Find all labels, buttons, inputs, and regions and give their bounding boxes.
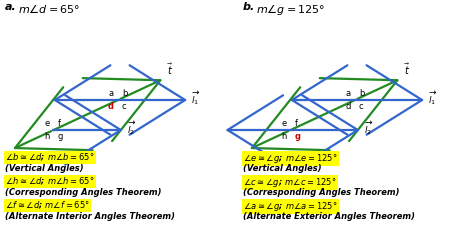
Text: c: c	[122, 102, 127, 111]
Text: a: a	[346, 89, 351, 98]
Text: $\angle h \cong \angle d$; $m\angle h = 65°$: $\angle h \cong \angle d$; $m\angle h = …	[5, 176, 94, 187]
Text: a.: a.	[5, 2, 17, 12]
Text: $\vec{t}$: $\vec{t}$	[167, 62, 173, 77]
Text: f: f	[58, 119, 61, 128]
Text: $\vec{t}$: $\vec{t}$	[404, 62, 410, 77]
Text: h: h	[44, 132, 50, 141]
Text: b.: b.	[243, 2, 255, 12]
Text: (Vertical Angles): (Vertical Angles)	[5, 164, 83, 173]
Text: $\angle b \cong \angle d$; $m\angle b = 65°$: $\angle b \cong \angle d$; $m\angle b = …	[5, 152, 94, 163]
Text: $\overrightarrow{l_2}$: $\overrightarrow{l_2}$	[127, 119, 136, 137]
Text: g: g	[295, 132, 301, 141]
Text: a: a	[109, 89, 114, 98]
Text: $\overrightarrow{l_2}$: $\overrightarrow{l_2}$	[364, 119, 373, 137]
Text: $\angle f \cong \angle d$; $m\angle f = 65°$: $\angle f \cong \angle d$; $m\angle f = …	[5, 200, 90, 211]
Text: e: e	[45, 119, 50, 128]
Text: $\overrightarrow{l_1}$: $\overrightarrow{l_1}$	[191, 89, 201, 107]
Text: g: g	[58, 132, 63, 141]
Text: f: f	[295, 119, 298, 128]
Text: b: b	[122, 89, 128, 98]
Text: (Corresponding Angles Theorem): (Corresponding Angles Theorem)	[5, 188, 162, 197]
Text: $\angle e \cong \angle g$; $m\angle e = 125°$: $\angle e \cong \angle g$; $m\angle e = …	[243, 152, 337, 165]
Text: $m\angle g = 125°$: $m\angle g = 125°$	[256, 2, 325, 17]
Text: b: b	[359, 89, 365, 98]
Text: d: d	[108, 102, 114, 111]
Text: c: c	[359, 102, 364, 111]
Text: $\angle c \cong \angle g$; $m\angle c = 125°$: $\angle c \cong \angle g$; $m\angle c = …	[243, 176, 337, 189]
Text: (Alternate Exterior Angles Theorem): (Alternate Exterior Angles Theorem)	[243, 212, 415, 221]
Text: d: d	[346, 102, 351, 111]
Text: (Alternate Interior Angles Theorem): (Alternate Interior Angles Theorem)	[5, 212, 175, 221]
Text: (Corresponding Angles Theorem): (Corresponding Angles Theorem)	[243, 188, 400, 197]
Text: (Vertical Angles): (Vertical Angles)	[243, 164, 322, 173]
Text: e: e	[282, 119, 287, 128]
Text: $\angle a \cong \angle g$; $m\angle a = 125°$: $\angle a \cong \angle g$; $m\angle a = …	[243, 200, 337, 213]
Text: $m\angle d = 65°$: $m\angle d = 65°$	[18, 2, 80, 15]
Text: $\overrightarrow{l_1}$: $\overrightarrow{l_1}$	[428, 89, 438, 107]
Text: h: h	[281, 132, 287, 141]
